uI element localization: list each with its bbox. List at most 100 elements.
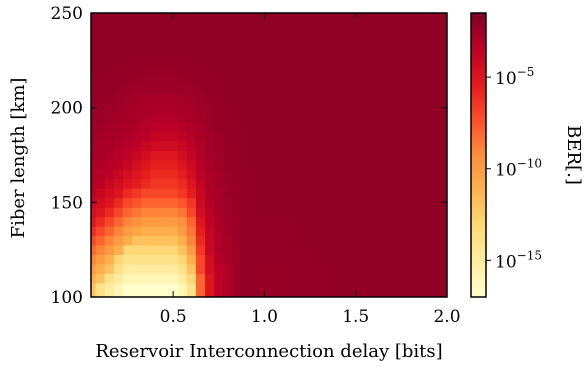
heatmap-cell xyxy=(383,17,402,28)
heatmap-cell xyxy=(291,131,311,142)
heatmap-cell xyxy=(259,282,275,293)
heatmap-cell xyxy=(159,27,170,38)
heatmap-cell xyxy=(346,140,366,151)
heatmap-cell xyxy=(177,74,188,85)
heatmap-cell xyxy=(113,226,124,237)
heatmap-cell xyxy=(383,46,402,57)
heatmap-cell xyxy=(232,121,243,132)
heatmap-cell xyxy=(291,263,311,274)
heatmap-cell xyxy=(241,140,252,151)
heatmap-cell xyxy=(383,93,402,104)
heatmap-cell xyxy=(364,235,384,246)
heatmap-cell xyxy=(205,55,215,66)
heatmap-cell xyxy=(205,27,215,38)
heatmap-cell xyxy=(232,112,243,123)
heatmap-cell xyxy=(113,159,124,170)
heatmap-cell xyxy=(364,74,384,85)
heatmap-cell xyxy=(346,27,366,38)
heatmap-cell xyxy=(104,188,115,199)
heatmap-cell xyxy=(273,131,293,142)
heatmap-cell xyxy=(273,263,293,274)
heatmap-cell xyxy=(259,46,275,57)
heatmap-cell xyxy=(259,65,275,76)
heatmap-cell xyxy=(232,207,243,218)
heatmap-cell xyxy=(273,178,293,189)
heatmap-cell xyxy=(259,244,275,255)
heatmap-cell xyxy=(383,159,402,170)
heatmap-cell xyxy=(132,226,142,237)
heatmap-cell xyxy=(250,17,261,28)
heatmap-cell xyxy=(346,273,366,284)
heatmap-cell xyxy=(95,74,106,85)
heatmap-cell xyxy=(205,84,215,95)
heatmap-cell xyxy=(122,27,133,38)
heatmap-cell xyxy=(186,150,197,161)
heatmap-cell xyxy=(401,13,421,19)
heatmap-cell xyxy=(113,207,124,218)
heatmap-cell xyxy=(273,188,293,199)
heatmap-cell xyxy=(168,121,179,132)
heatmap-cell xyxy=(150,55,161,66)
heatmap-cell xyxy=(232,65,243,76)
heatmap-cell xyxy=(223,197,234,208)
heatmap-cell xyxy=(346,46,366,57)
heatmap-cell xyxy=(91,188,97,199)
heatmap-cell xyxy=(223,17,234,28)
heatmap-cell xyxy=(223,169,234,180)
heatmap-cell xyxy=(186,207,197,218)
heatmap-cell xyxy=(195,254,206,265)
heatmap-cell xyxy=(159,102,170,113)
heatmap-cell xyxy=(168,112,179,123)
heatmap-cell xyxy=(250,46,261,57)
heatmap-cell xyxy=(104,197,115,208)
heatmap-cell xyxy=(95,159,106,170)
heatmap-cell xyxy=(168,207,179,218)
heatmap-cell xyxy=(122,93,133,104)
heatmap-cell xyxy=(346,65,366,76)
heatmap-cell xyxy=(259,169,275,180)
heatmap-cell xyxy=(419,273,439,284)
heatmap-cell xyxy=(259,27,275,38)
heatmap-cell xyxy=(437,169,447,180)
heatmap-cell xyxy=(273,140,293,151)
heatmap-cell xyxy=(113,27,124,38)
heatmap-cell xyxy=(232,17,243,28)
heatmap-cell xyxy=(437,17,447,28)
heatmap-cell xyxy=(91,65,97,76)
heatmap-cell xyxy=(273,254,293,265)
heatmap-cell xyxy=(241,216,252,227)
heatmap-cell xyxy=(310,263,329,274)
heatmap-cell xyxy=(132,216,142,227)
heatmap-cell xyxy=(195,55,206,66)
heatmap-cell xyxy=(168,140,179,151)
heatmap-cell xyxy=(150,150,161,161)
heatmap-cell xyxy=(232,46,243,57)
heatmap-cell xyxy=(346,93,366,104)
heatmap-cell xyxy=(273,74,293,85)
heatmap-cell xyxy=(364,216,384,227)
heatmap-cell xyxy=(250,102,261,113)
heatmap-cell xyxy=(91,282,97,293)
heatmap-cell xyxy=(132,150,142,161)
heatmap-cell xyxy=(95,207,106,218)
heatmap-cell xyxy=(241,36,252,47)
heatmap-cell xyxy=(232,197,243,208)
heatmap-cell xyxy=(177,226,188,237)
heatmap-cell xyxy=(401,102,421,113)
heatmap-cell xyxy=(195,27,206,38)
heatmap-cell xyxy=(214,140,224,151)
heatmap-cell xyxy=(205,13,215,19)
heatmap-cell xyxy=(401,17,421,28)
heatmap-cell xyxy=(346,226,366,237)
heatmap-cell xyxy=(168,282,179,293)
heatmap-cell xyxy=(214,197,224,208)
heatmap-cell xyxy=(214,93,224,104)
heatmap-cell xyxy=(195,13,206,19)
heatmap-cell xyxy=(195,263,206,274)
heatmap-cell xyxy=(223,273,234,284)
heatmap-cell xyxy=(259,84,275,95)
heatmap-cell xyxy=(95,84,106,95)
heatmap-cell xyxy=(95,140,106,151)
heatmap-cell xyxy=(141,178,151,189)
